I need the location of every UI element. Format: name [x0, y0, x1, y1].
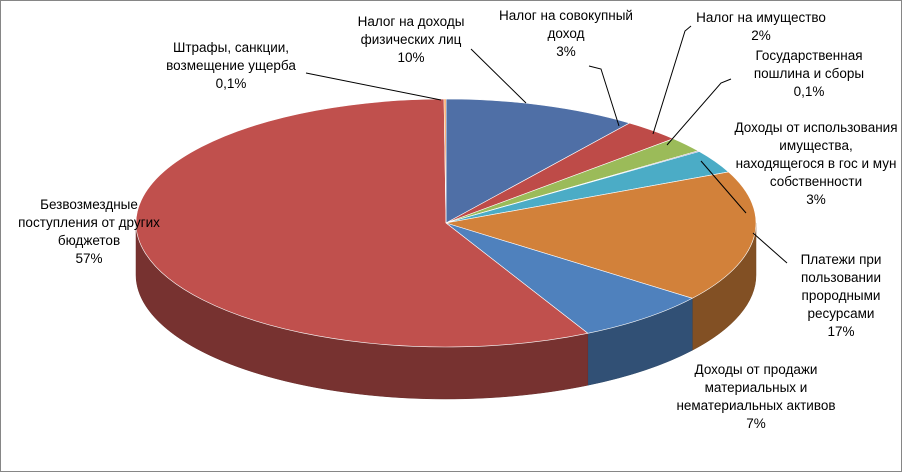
slice-label: Безвозмездные поступления от других бюдж…	[1, 196, 179, 268]
leader-line	[305, 72, 442, 101]
leader-line	[700, 160, 747, 214]
category-label: Налог на имущество	[696, 10, 826, 25]
leader-line	[470, 48, 527, 104]
value-label: 0,1%	[215, 76, 247, 91]
category-label: Доходы от продажи материальных и нематер…	[676, 362, 836, 413]
value-label: 2%	[751, 28, 771, 43]
slice	[445, 171, 757, 299]
slice-label: Доходы от продажи материальных и нематер…	[671, 361, 841, 433]
category-label: Государственная пошлина и сборы	[753, 48, 865, 81]
category-label: Штрафы, санкции, возмещение ущерба	[166, 40, 296, 73]
leader-line	[652, 25, 692, 135]
category-label: Налог на совокупный доход	[499, 8, 633, 41]
slice-label: Налог на имущество 2%	[681, 9, 841, 45]
category-label: Платежи при пользовании прородными ресур…	[800, 252, 882, 321]
category-label: Доходы от использования имущества, наход…	[734, 120, 898, 189]
value-label: 10%	[397, 50, 425, 65]
value-label: 3%	[556, 44, 576, 59]
category-label: Налог на доходы физических лиц	[357, 14, 465, 47]
leader-line	[588, 65, 620, 127]
slice-label: Налог на совокупный доход 3%	[481, 7, 651, 61]
category-label: Безвозмездные поступления от других бюдж…	[18, 197, 160, 248]
value-label: 0,1%	[793, 84, 825, 99]
value-label: 57%	[75, 251, 103, 266]
slice	[445, 98, 631, 224]
slice	[135, 98, 589, 348]
slice-label: Штрафы, санкции, возмещение ущерба 0,1%	[144, 39, 319, 93]
value-label: 3%	[806, 192, 826, 207]
slice-label: Платежи при пользовании прородными ресур…	[791, 251, 891, 341]
slice-label: Налог на доходы физических лиц 10%	[336, 13, 486, 67]
slice	[443, 98, 447, 224]
slice	[445, 222, 694, 334]
slice-label: Доходы от использования имущества, наход…	[734, 119, 899, 209]
value-label: 7%	[746, 416, 766, 431]
slice-label: Государственная пошлина и сборы 0,1%	[739, 47, 879, 101]
leader-line	[752, 232, 788, 264]
leader-line	[666, 78, 732, 146]
value-label: 17%	[827, 324, 855, 339]
